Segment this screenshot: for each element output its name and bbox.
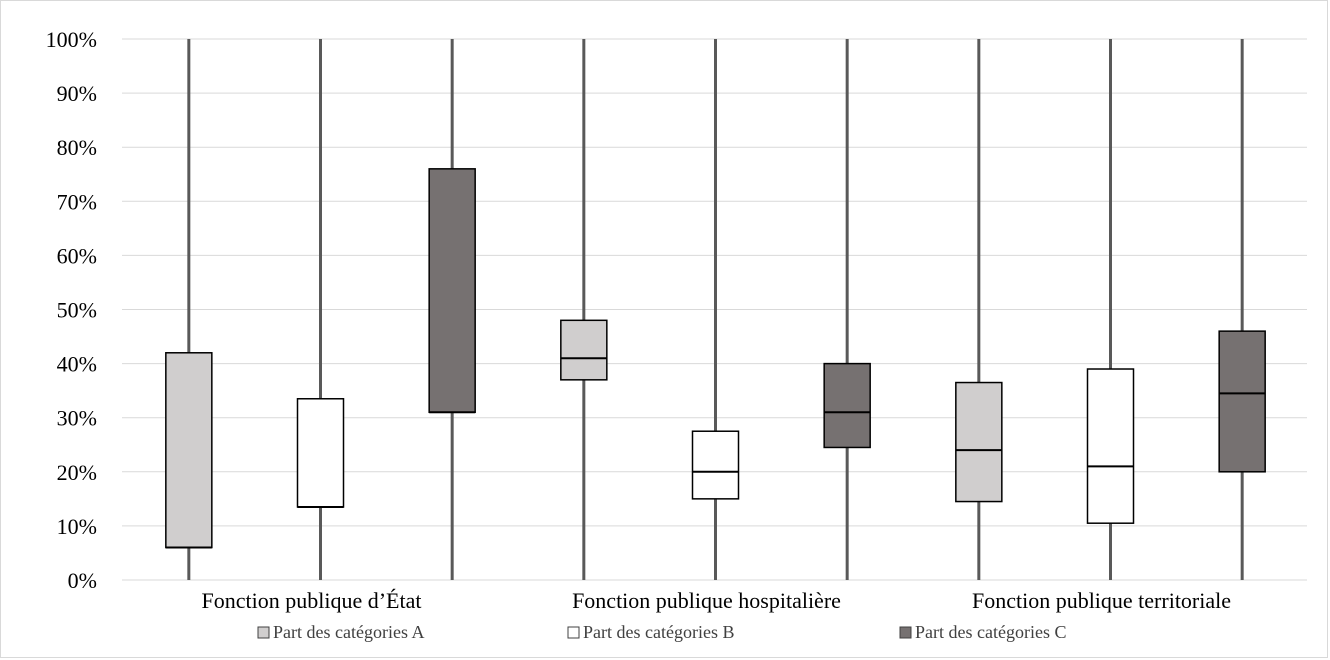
x-category-label: Fonction publique hospitalière (572, 588, 841, 613)
x-axis-category-labels: Fonction publique d’État Fonction publiqu… (202, 588, 1232, 613)
legend-swatch (567, 626, 580, 639)
box-plot-boxes (165, 39, 1266, 580)
legend-swatch (257, 626, 270, 639)
y-axis-tick-labels: 0% 10% 20% 30% 40% 50% 60% 70% 80% 90% 100% (46, 27, 97, 593)
box (955, 381, 1003, 503)
box-plot-item (428, 39, 476, 580)
x-category-label: Fonction publique territoriale (972, 588, 1231, 613)
box (560, 319, 608, 381)
legend: Part des catégories A Part des catégories… (257, 622, 1066, 642)
box-plot-item (296, 39, 345, 580)
y-tick-label: 20% (57, 460, 97, 485)
legend-item: Part des catégories C (899, 622, 1066, 642)
y-tick-label: 100% (46, 27, 97, 52)
box-plot-item (691, 39, 740, 580)
y-tick-label: 80% (57, 135, 97, 160)
y-tick-label: 70% (57, 189, 97, 214)
box (1218, 330, 1266, 473)
box-plot-item (955, 39, 1003, 580)
box (691, 430, 740, 500)
box-plot-item (823, 39, 871, 580)
legend-swatch (899, 626, 912, 639)
legend-label: Part des catégories C (915, 622, 1066, 642)
y-tick-label: 50% (57, 298, 97, 323)
legend-label: Part des catégories B (583, 622, 734, 642)
box (165, 352, 213, 549)
box (823, 362, 871, 449)
box-plot-item (165, 39, 213, 580)
box-plot-item (560, 39, 608, 580)
legend-item: Part des catégories A (257, 622, 424, 642)
y-tick-label: 30% (57, 406, 97, 431)
y-tick-label: 60% (57, 243, 97, 268)
y-tick-label: 40% (57, 352, 97, 377)
legend-label: Part des catégories A (273, 622, 424, 642)
x-category-label: Fonction publique d’État (202, 588, 422, 613)
y-tick-label: 10% (57, 514, 97, 539)
box (1086, 368, 1135, 524)
box (296, 398, 345, 508)
y-tick-label: 0% (68, 568, 97, 593)
box-plot-item (1086, 39, 1135, 580)
legend-item: Part des catégories B (567, 622, 734, 642)
box (428, 168, 476, 414)
y-tick-label: 90% (57, 81, 97, 106)
box-plot-item (1218, 39, 1266, 580)
